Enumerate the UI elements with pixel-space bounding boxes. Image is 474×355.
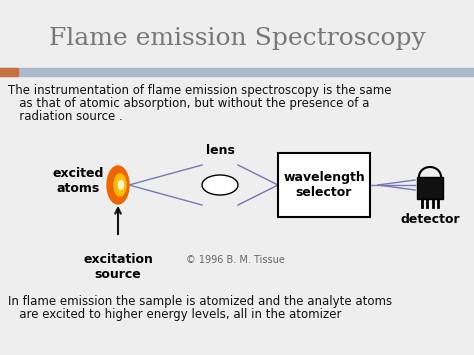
Bar [278,153,370,217]
Text: The instrumentation of flame emission spectroscopy is the same: The instrumentation of flame emission sp… [8,84,392,97]
Text: excitation
source: excitation source [83,253,153,281]
Bar [0,68,474,76]
Text: lens: lens [206,144,235,157]
Ellipse shape [114,174,126,196]
Text: In flame emission the sample is atomized and the analyte atoms: In flame emission the sample is atomized… [8,295,392,308]
Ellipse shape [107,166,129,204]
Bar [0,68,18,76]
Text: excited
atoms: excited atoms [52,167,104,195]
Text: radiation source .: radiation source . [8,110,123,123]
Text: © 1996 B. M. Tissue: © 1996 B. M. Tissue [185,255,284,265]
Text: as that of atomic absorption, but without the presence of a: as that of atomic absorption, but withou… [8,97,369,110]
Text: wavelength
selector: wavelength selector [283,171,365,199]
Text: are excited to higher energy levels, all in the atomizer: are excited to higher energy levels, all… [8,308,341,321]
Ellipse shape [202,175,238,195]
Ellipse shape [118,180,124,190]
Text: detector: detector [400,213,460,226]
Bar [417,177,443,199]
Text: Flame emission Spectroscopy: Flame emission Spectroscopy [49,27,425,49]
